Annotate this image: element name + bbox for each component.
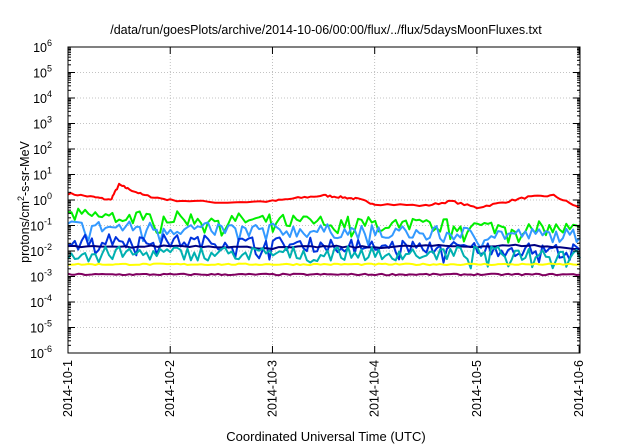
y-tick-labels: 10-610-510-410-310-210-11001011021031041… <box>30 38 52 361</box>
x-tick-labels: 2014-10-1 2014-10-2 2014-10-3 2014-10-4 2014… <box>61 360 586 417</box>
x-tick-label: 2014-10-5 <box>470 360 484 417</box>
y-axis-label-suffix: -s-sr-MeV <box>18 140 32 196</box>
x-tick-label: 2014-10-2 <box>163 360 177 417</box>
tick-marks <box>67 46 580 354</box>
y-tick-label-exp: 0 <box>47 191 52 201</box>
y-tick-label-base: 10 <box>33 41 47 55</box>
series-line <box>67 272 581 277</box>
y-tick-label-base: 10 <box>33 67 47 81</box>
y-tick-label-exp: 3 <box>47 115 52 125</box>
series-layer <box>67 182 581 277</box>
series-line <box>67 220 581 250</box>
x-axis-label: Coordinated Universal Time (UTC) <box>226 429 425 444</box>
series-line <box>67 245 581 270</box>
y-tick-label: 10-2 <box>30 242 52 259</box>
y-tick-label-base: 10 <box>30 322 44 336</box>
y-tick-label-base: 10 <box>33 169 47 183</box>
y-tick-label-base: 10 <box>33 118 47 132</box>
y-tick-label-exp: -5 <box>44 319 52 329</box>
y-tick-label-base: 10 <box>33 92 47 106</box>
y-tick-label-base: 10 <box>30 296 44 310</box>
series-line <box>67 243 580 250</box>
y-tick-label: 10-4 <box>30 293 52 310</box>
y-tick-label-exp: -3 <box>44 268 52 278</box>
y-tick-label: 10-5 <box>30 319 52 336</box>
y-tick-label-base: 10 <box>30 347 44 361</box>
y-tick-label-base: 10 <box>30 220 44 234</box>
y-tick-label-base: 10 <box>33 194 47 208</box>
y-tick-label: 106 <box>33 38 52 55</box>
y-tick-label-exp: -4 <box>44 293 52 303</box>
y-tick-label-exp: 5 <box>47 64 52 74</box>
y-tick-label-exp: 1 <box>47 166 52 176</box>
y-tick-label-base: 10 <box>30 245 44 259</box>
y-tick-label-exp: 4 <box>47 89 52 99</box>
y-tick-label-base: 10 <box>33 143 47 157</box>
x-tick-label: 2014-10-3 <box>265 360 279 417</box>
y-tick-label: 105 <box>33 64 52 81</box>
y-tick-label-exp: -2 <box>44 242 52 252</box>
y-tick-label: 103 <box>33 115 52 132</box>
series-line <box>67 182 580 210</box>
y-axis-label-prefix: protons/cm <box>18 201 32 263</box>
y-axis-label: protons/cm2-s-sr-MeV <box>16 140 32 262</box>
y-tick-label: 10-1 <box>30 217 52 234</box>
y-tick-label: 100 <box>33 191 52 208</box>
y-tick-label: 102 <box>33 140 52 157</box>
y-tick-label-exp: -6 <box>44 344 52 354</box>
y-tick-label: 10-3 <box>30 268 52 285</box>
x-tick-label: 2014-10-1 <box>61 360 75 417</box>
y-tick-label-exp: 6 <box>47 38 52 48</box>
y-tick-label-exp: 2 <box>47 140 52 150</box>
x-tick-label: 2014-10-6 <box>572 360 586 417</box>
y-tick-label: 104 <box>33 89 52 106</box>
y-tick-label-base: 10 <box>30 271 44 285</box>
series-line <box>67 207 581 244</box>
y-tick-label-exp: -1 <box>44 217 52 227</box>
grid <box>68 47 580 353</box>
y-tick-label: 10-6 <box>30 344 52 361</box>
series-line <box>68 262 581 267</box>
x-tick-label: 2014-10-4 <box>368 360 382 417</box>
y-axis-label-sup: 2 <box>16 196 26 201</box>
chart-title: /data/run/goesPlots/archive/2014-10-06/0… <box>110 23 542 37</box>
y-tick-label: 101 <box>33 166 52 183</box>
